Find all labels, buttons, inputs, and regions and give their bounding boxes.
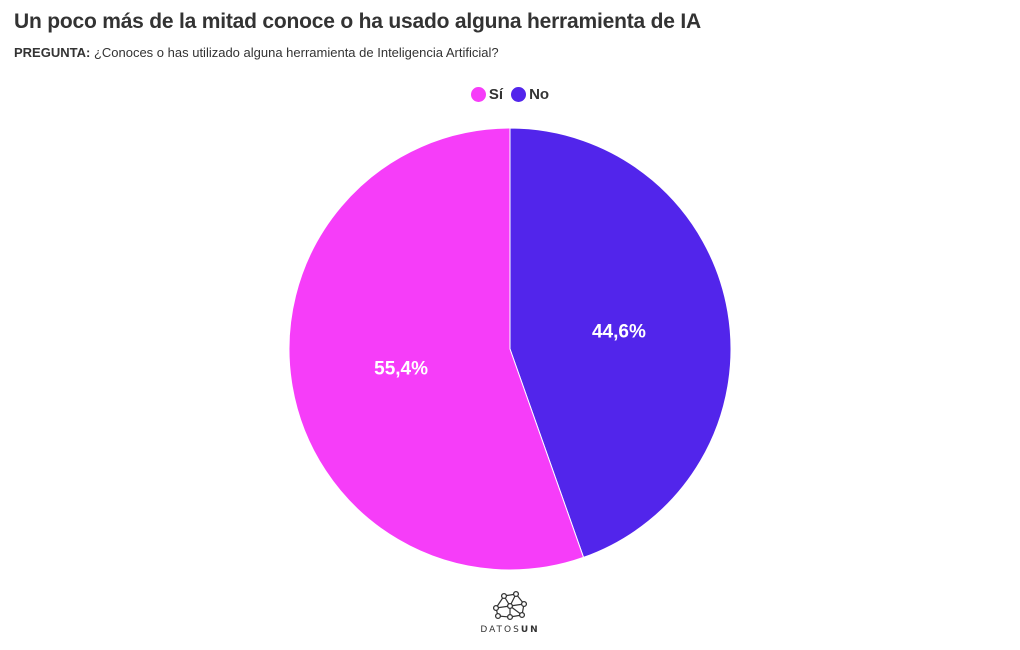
pie-slice-si[interactable] bbox=[288, 127, 585, 571]
legend-item-si[interactable]: Sí bbox=[470, 86, 504, 103]
legend: Sí No bbox=[0, 86, 1020, 103]
logo-text-bold: UN bbox=[520, 625, 540, 635]
logo-text: DATOSUN bbox=[460, 625, 560, 635]
pie-slice-no[interactable] bbox=[509, 127, 732, 559]
data-label-si: 55,4% bbox=[374, 359, 428, 380]
legend-swatch-si bbox=[470, 87, 486, 102]
data-label-no: 44,6% bbox=[592, 321, 646, 342]
network-icon bbox=[492, 590, 528, 621]
legend-swatch-no bbox=[511, 87, 527, 102]
datosun-logo: DATOSUN bbox=[460, 588, 560, 635]
chart-title: Un poco más de la mitad conoce o ha usad… bbox=[14, 10, 701, 33]
logo-text-light: DATOS bbox=[480, 625, 521, 635]
legend-label-no: No bbox=[529, 86, 550, 103]
chart-subtitle: PREGUNTA: ¿Conoces o has utilizado algun… bbox=[14, 45, 499, 60]
question-label: PREGUNTA: bbox=[14, 45, 91, 60]
legend-item-no[interactable]: No bbox=[511, 86, 549, 103]
legend-label-si: Sí bbox=[488, 86, 504, 103]
question-text: ¿Conoces o has utilizado alguna herramie… bbox=[93, 45, 499, 60]
